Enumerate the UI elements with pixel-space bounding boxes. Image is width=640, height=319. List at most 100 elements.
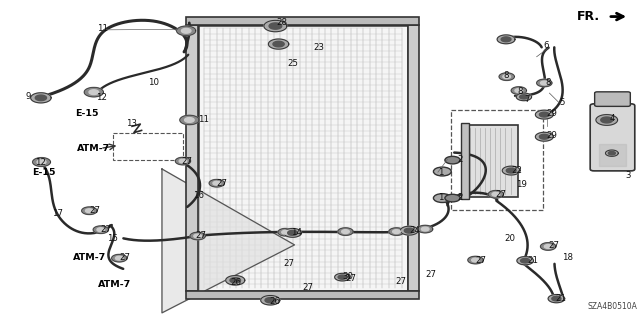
Polygon shape [499, 73, 515, 80]
Polygon shape [501, 37, 511, 42]
Polygon shape [400, 226, 418, 235]
Text: SZA4B0510A: SZA4B0510A [588, 302, 637, 311]
Polygon shape [417, 225, 433, 233]
Polygon shape [265, 298, 276, 303]
Polygon shape [520, 258, 530, 263]
Text: 22: 22 [511, 166, 522, 175]
Text: 27: 27 [119, 253, 131, 262]
Text: 1: 1 [438, 168, 444, 177]
FancyBboxPatch shape [590, 104, 635, 171]
Text: 12: 12 [35, 158, 45, 167]
Bar [186, 17, 419, 25]
Text: ATM-7: ATM-7 [77, 144, 110, 153]
Polygon shape [288, 230, 298, 235]
Text: 8: 8 [518, 87, 523, 96]
Polygon shape [209, 179, 225, 187]
Polygon shape [269, 23, 282, 29]
Polygon shape [179, 159, 187, 163]
Text: 2: 2 [457, 193, 463, 202]
Polygon shape [86, 209, 93, 213]
Polygon shape [541, 243, 556, 250]
Polygon shape [230, 278, 241, 283]
Bar [198, 25, 408, 291]
Text: 23: 23 [314, 43, 324, 52]
Polygon shape [393, 230, 400, 234]
Polygon shape [89, 90, 99, 94]
Circle shape [433, 194, 451, 203]
Polygon shape [541, 81, 548, 85]
Polygon shape [213, 181, 221, 185]
Text: 8: 8 [545, 78, 550, 86]
Text: ATM-7: ATM-7 [99, 280, 131, 289]
Polygon shape [84, 87, 103, 97]
Polygon shape [506, 168, 516, 173]
Polygon shape [540, 112, 549, 117]
Polygon shape [177, 26, 196, 35]
Text: 27: 27 [100, 225, 111, 234]
Polygon shape [226, 276, 245, 285]
Polygon shape [278, 228, 293, 236]
Bar [186, 291, 419, 299]
Text: 28: 28 [276, 19, 287, 27]
Bar [467, 125, 518, 197]
Text: 20: 20 [505, 234, 516, 243]
Circle shape [445, 194, 460, 202]
Text: 27: 27 [395, 277, 406, 286]
Text: 27: 27 [283, 259, 294, 268]
Polygon shape [516, 93, 532, 101]
Text: 24: 24 [409, 226, 420, 235]
Polygon shape [82, 207, 97, 214]
Polygon shape [111, 254, 127, 262]
Polygon shape [180, 115, 199, 125]
Bar [408, 25, 419, 291]
FancyBboxPatch shape [595, 92, 630, 106]
Text: 26: 26 [269, 297, 280, 306]
Polygon shape [404, 228, 414, 233]
Polygon shape [338, 228, 353, 235]
Text: 15: 15 [106, 234, 118, 243]
Polygon shape [599, 144, 626, 166]
Polygon shape [605, 150, 618, 156]
Polygon shape [175, 157, 191, 165]
Polygon shape [268, 39, 289, 49]
Text: 17: 17 [52, 209, 63, 218]
Polygon shape [537, 79, 552, 87]
Polygon shape [502, 166, 520, 175]
Text: 21: 21 [556, 294, 567, 303]
Text: 27: 27 [196, 231, 207, 240]
Polygon shape [115, 256, 123, 260]
Text: 9: 9 [26, 92, 31, 101]
Text: 27: 27 [217, 179, 228, 188]
Bar [461, 123, 469, 199]
Text: 7: 7 [524, 95, 529, 104]
Text: 27: 27 [476, 256, 486, 265]
Text: 11: 11 [97, 24, 108, 33]
Text: 27: 27 [495, 190, 506, 199]
Polygon shape [472, 258, 479, 262]
Polygon shape [503, 75, 511, 78]
Polygon shape [520, 95, 528, 99]
Polygon shape [497, 35, 515, 44]
Text: E-15: E-15 [75, 109, 98, 118]
Text: 11: 11 [198, 115, 209, 124]
Polygon shape [468, 256, 483, 264]
Polygon shape [282, 230, 289, 234]
Text: 27: 27 [181, 157, 192, 166]
Polygon shape [540, 134, 549, 139]
Polygon shape [596, 115, 618, 125]
Polygon shape [97, 228, 104, 232]
Bar [451, 110, 543, 210]
Text: 14: 14 [291, 228, 302, 237]
Bar [186, 25, 198, 291]
Text: 3: 3 [626, 171, 632, 180]
Text: 1: 1 [438, 193, 444, 202]
Text: 5: 5 [559, 98, 564, 107]
Polygon shape [548, 294, 564, 303]
Polygon shape [37, 160, 46, 164]
Polygon shape [264, 20, 287, 32]
Text: 27: 27 [425, 271, 436, 279]
Polygon shape [601, 117, 612, 123]
Polygon shape [284, 228, 301, 237]
Circle shape [433, 167, 451, 176]
Polygon shape [181, 28, 191, 33]
